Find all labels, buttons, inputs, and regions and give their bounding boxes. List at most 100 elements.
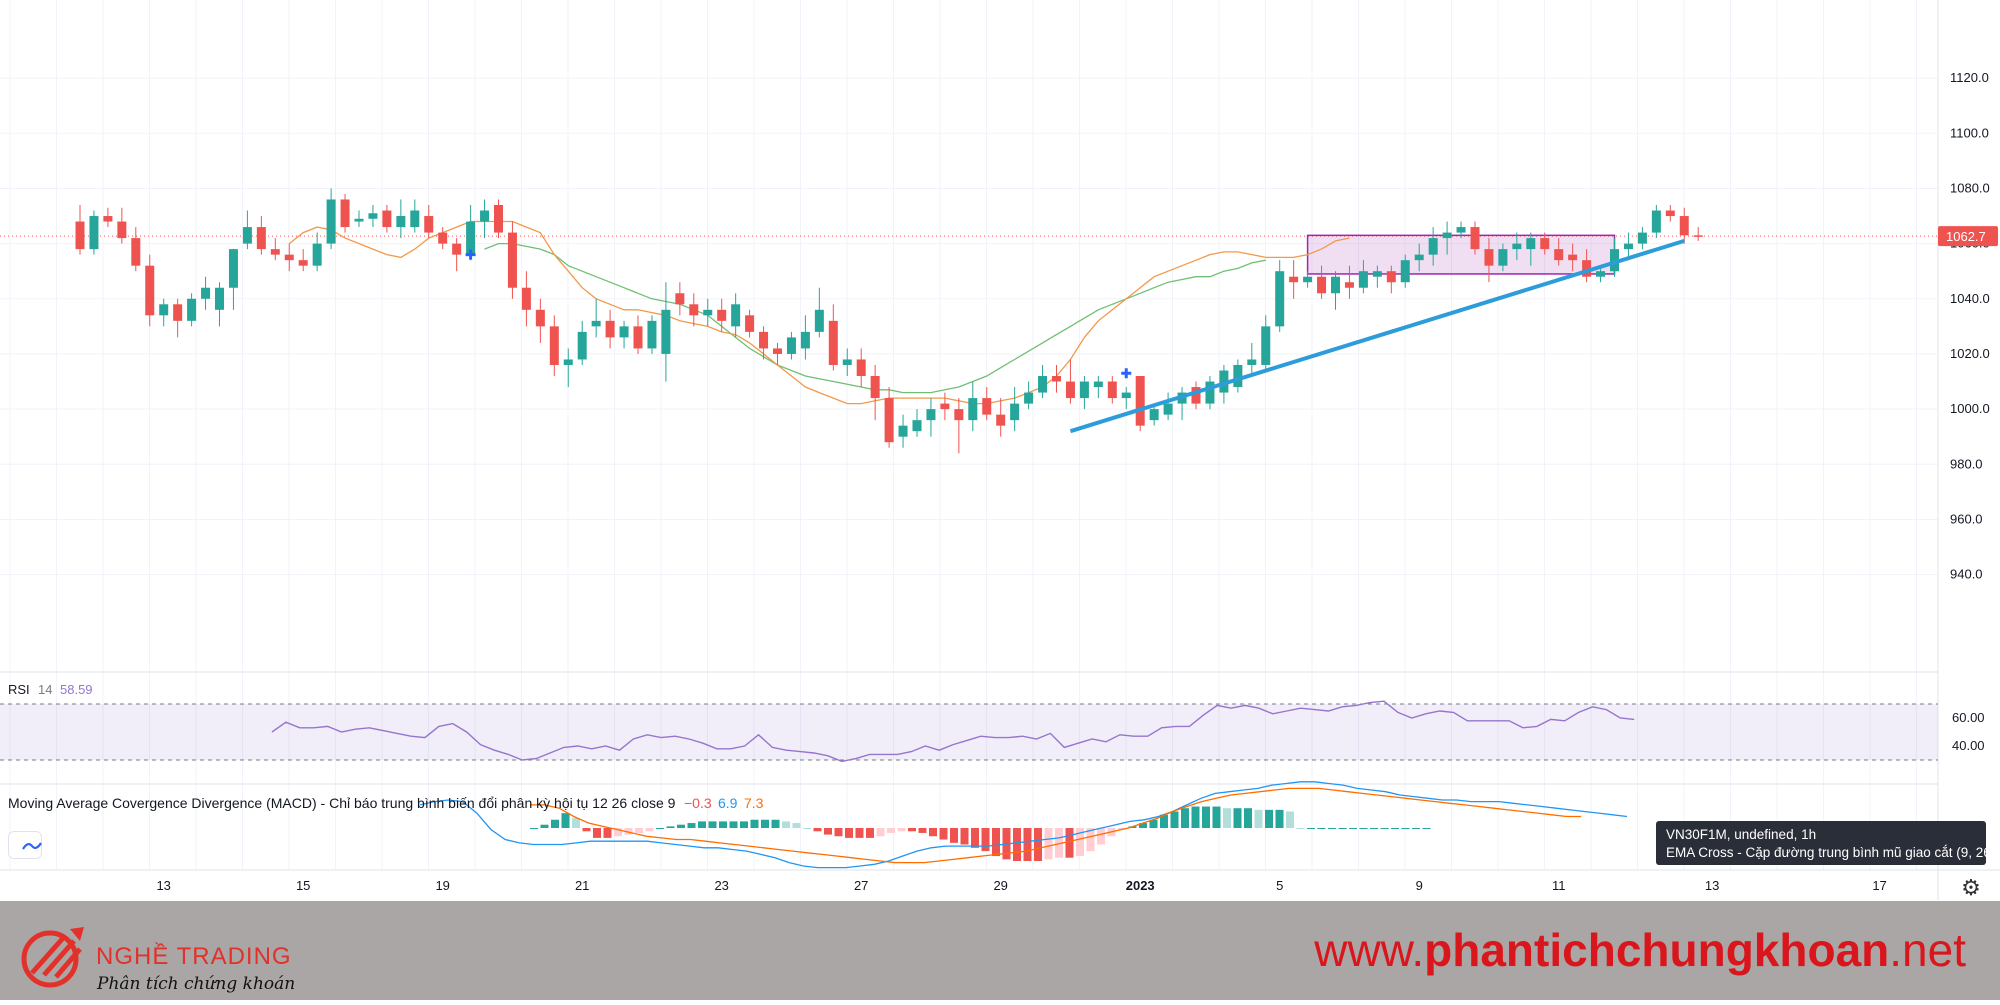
macd-hist-bar xyxy=(1422,828,1431,829)
macd-hist-bar xyxy=(750,819,759,828)
macd-hist-bar xyxy=(1076,828,1084,857)
candle-body xyxy=(759,331,769,349)
eye-icon xyxy=(22,842,42,850)
macd-hist-bar xyxy=(666,826,675,828)
candle-body xyxy=(1679,216,1689,236)
macd-hist-bar xyxy=(603,828,612,838)
macd-hist-bar xyxy=(614,828,622,837)
candle-body xyxy=(1414,254,1424,261)
candle-body xyxy=(89,216,99,250)
time-tick-label: 19 xyxy=(435,878,449,893)
macd-line xyxy=(419,781,1628,869)
candle-body xyxy=(452,243,462,255)
candle-body xyxy=(1275,271,1285,327)
candle-body xyxy=(1484,249,1494,266)
macd-hist-bar xyxy=(897,828,906,832)
macd-hist-bar xyxy=(1254,809,1263,828)
time-tick-label: 13 xyxy=(156,878,170,893)
macd-hist-bar xyxy=(855,828,864,838)
grid-lines xyxy=(0,0,1938,870)
macd-hist-bar xyxy=(1149,819,1158,828)
candle-body xyxy=(842,359,852,365)
candles xyxy=(75,188,1703,454)
macd-hist-bar xyxy=(1338,828,1347,829)
website-url[interactable]: www.phantichchungkhoan.net xyxy=(1314,923,1966,977)
candle-body xyxy=(689,304,699,316)
macd-hist-bar xyxy=(803,828,811,829)
candle-body xyxy=(215,287,224,310)
candle-body xyxy=(786,337,796,354)
macd-hist-bar xyxy=(1181,808,1189,828)
candle-body xyxy=(326,199,336,244)
macd-hist-bar xyxy=(1086,828,1095,852)
candle-body xyxy=(731,304,741,327)
price-tick-label: 940.0 xyxy=(1950,567,1983,582)
rsi-line xyxy=(271,700,1635,763)
macd-hist-bar xyxy=(1223,808,1231,828)
macd-hist-bar xyxy=(740,821,748,828)
time-tick-label: 29 xyxy=(993,878,1007,893)
candle-body xyxy=(1400,260,1410,283)
candle-body xyxy=(619,326,629,338)
candle-body xyxy=(480,210,490,222)
candle-body xyxy=(828,320,838,365)
candle-body xyxy=(1596,271,1606,277)
macd-hist-bar xyxy=(1139,823,1147,828)
candle-body xyxy=(1261,326,1271,365)
visibility-toggle-button[interactable] xyxy=(8,831,42,859)
candle-body xyxy=(1637,232,1647,244)
gear-icon[interactable]: ⚙ xyxy=(1961,875,1981,900)
time-tick-label: 23 xyxy=(714,878,728,893)
macd-hist-bar xyxy=(677,824,685,828)
macd-hist-bar xyxy=(708,821,717,828)
site-main: phantichchungkhoan xyxy=(1424,924,1890,976)
macd-hist-bar xyxy=(834,828,843,837)
macd-hist-bar xyxy=(635,828,643,833)
candle-body xyxy=(131,238,141,266)
candle-body xyxy=(1540,238,1550,250)
candle-body xyxy=(1010,403,1020,421)
candle-body xyxy=(1052,376,1061,382)
candle-body xyxy=(1344,282,1354,288)
candle-body xyxy=(1623,243,1633,250)
macd-hist-bar xyxy=(1065,828,1074,858)
candle-body xyxy=(1358,271,1368,288)
candle-body xyxy=(1442,232,1452,239)
macd-hist-bar xyxy=(1244,808,1252,828)
brand-name: NGHỀ TRADING xyxy=(96,943,292,970)
macd-hist-bar xyxy=(792,823,801,828)
candle-body xyxy=(1191,387,1201,404)
trendline xyxy=(1069,238,1685,434)
footer-banner: NGHỀ TRADING Phân tích chứng khoán www.p… xyxy=(0,901,2000,1000)
macd-hist-bar xyxy=(729,821,738,828)
macd-hist-bar xyxy=(1401,828,1410,829)
macd-hist-bar xyxy=(698,821,706,828)
tooltip-line-1: VN30F1M, undefined, 1h xyxy=(1666,827,1817,842)
candle-body xyxy=(159,304,169,316)
candle-body xyxy=(1512,243,1522,250)
candle-body xyxy=(438,232,448,244)
candle-body xyxy=(1038,376,1048,393)
consolidation-box xyxy=(1306,234,1616,275)
macd-hist-bar xyxy=(1328,828,1336,829)
macd-hist-bar xyxy=(656,828,664,829)
candle-body xyxy=(1428,238,1438,255)
candle-body xyxy=(1024,392,1034,404)
macd-hist-bar xyxy=(530,828,538,829)
macd-hist-bar xyxy=(918,828,927,833)
candle-body xyxy=(1498,249,1508,266)
macd-hist-bar xyxy=(1265,809,1273,828)
candle-body xyxy=(298,260,308,266)
candle-body xyxy=(912,420,922,432)
indicator-tooltip: VN30F1M, undefined, 1h EMA Cross - Cặp đ… xyxy=(1656,821,1995,865)
macd-hist-bar xyxy=(813,828,822,832)
candle-body xyxy=(1093,381,1103,388)
candle-body xyxy=(382,210,392,228)
time-tick-label: 5 xyxy=(1276,878,1283,893)
time-tick-label: 11 xyxy=(1552,878,1566,893)
macd-hist-bar xyxy=(1097,828,1105,845)
macd-hist-bar xyxy=(1359,828,1368,829)
macd-hist-bar xyxy=(1212,806,1221,828)
